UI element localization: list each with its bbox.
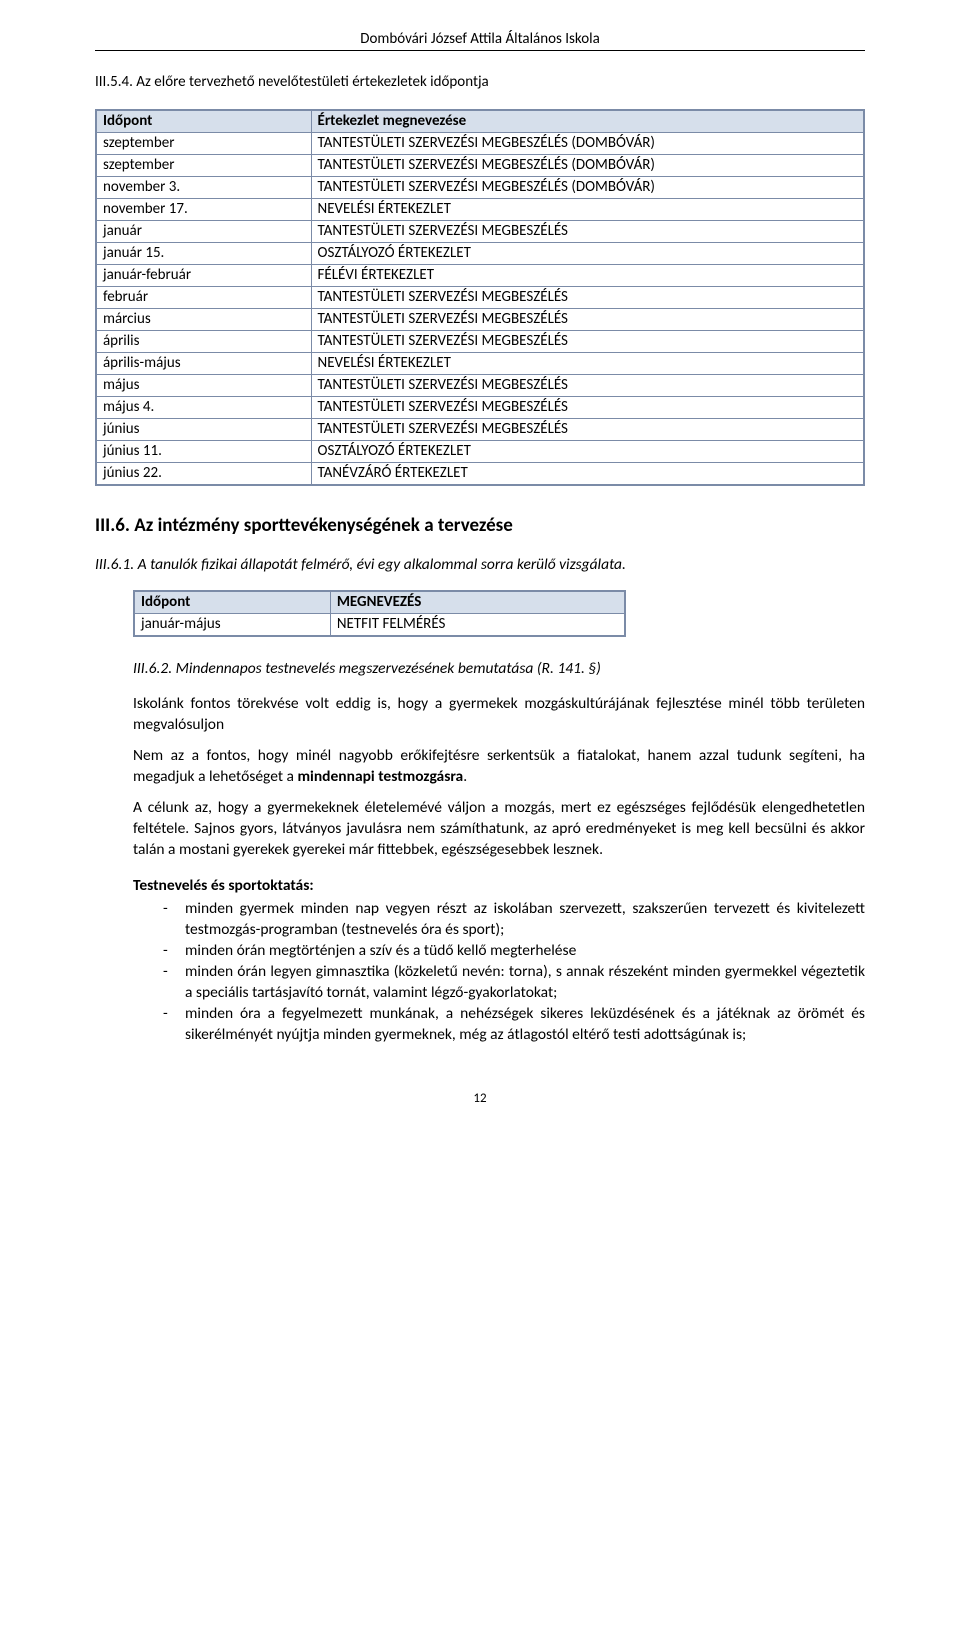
sport-heading: Testnevelés és sportoktatás:: [133, 876, 865, 895]
cell-date: április-május: [96, 353, 311, 375]
para-2-post: .: [463, 767, 467, 786]
cell-date: március: [96, 309, 311, 331]
sport-bullet-list: minden gyermek minden nap vegyen részt a…: [133, 899, 865, 1045]
page-header: Dombóvári József Attila Általános Iskola: [95, 30, 865, 51]
table-row: januárTANTESTÜLETI SZERVEZÉSI MEGBESZÉLÉ…: [96, 221, 864, 243]
section-6-2-heading: III.6.2. Mindennapos testnevelés megszer…: [133, 659, 865, 678]
table-row: május 4.TANTESTÜLETI SZERVEZÉSI MEGBESZÉ…: [96, 397, 864, 419]
document-page: Dombóvári József Attila Általános Iskola…: [0, 0, 960, 1146]
cell-date: június 22.: [96, 463, 311, 486]
cell-name: TANÉVZÁRÓ ÉRTEKEZLET: [311, 463, 864, 486]
cell-name: TANTESTÜLETI SZERVEZÉSI MEGBESZÉLÉS: [311, 221, 864, 243]
cell-date: február: [96, 287, 311, 309]
table-row: január-februárFÉLÉVI ÉRTEKEZLET: [96, 265, 864, 287]
cell-name: FÉLÉVI ÉRTEKEZLET: [311, 265, 864, 287]
table-row: júniusTANTESTÜLETI SZERVEZÉSI MEGBESZÉLÉ…: [96, 419, 864, 441]
table-row: szeptemberTANTESTÜLETI SZERVEZÉSI MEGBES…: [96, 155, 864, 177]
cell-name: TANTESTÜLETI SZERVEZÉSI MEGBESZÉLÉS (DOM…: [311, 133, 864, 155]
cell-name: TANTESTÜLETI SZERVEZÉSI MEGBESZÉLÉS (DOM…: [311, 155, 864, 177]
table-row: november 3.TANTESTÜLETI SZERVEZÉSI MEGBE…: [96, 177, 864, 199]
cell-date: január-február: [96, 265, 311, 287]
cell-name: OSZTÁLYOZÓ ÉRTEKEZLET: [311, 243, 864, 265]
cell-name: NEVELÉSI ÉRTEKEZLET: [311, 353, 864, 375]
table-row: június 11.OSZTÁLYOZÓ ÉRTEKEZLET: [96, 441, 864, 463]
cell-name: OSZTÁLYOZÓ ÉRTEKEZLET: [311, 441, 864, 463]
cell-date: szeptember: [96, 155, 311, 177]
table-row: áprilisTANTESTÜLETI SZERVEZÉSI MEGBESZÉL…: [96, 331, 864, 353]
netfit-date: január-május: [134, 614, 330, 637]
table-row: májusTANTESTÜLETI SZERVEZÉSI MEGBESZÉLÉS: [96, 375, 864, 397]
section-5-4-heading: III.5.4. Az előre tervezhető nevelőtestü…: [95, 73, 865, 91]
cell-name: TANTESTÜLETI SZERVEZÉSI MEGBESZÉLÉS: [311, 331, 864, 353]
para-1: Iskolánk fontos törekvése volt eddig is,…: [133, 694, 865, 736]
meetings-table: Időpont Értekezlet megnevezése szeptembe…: [95, 109, 865, 486]
table-row: január 15.OSZTÁLYOZÓ ÉRTEKEZLET: [96, 243, 864, 265]
col-header-megnevezes: Értekezlet megnevezése: [311, 110, 864, 133]
col-header-idopont: Időpont: [134, 591, 330, 614]
cell-name: TANTESTÜLETI SZERVEZÉSI MEGBESZÉLÉS (DOM…: [311, 177, 864, 199]
list-item: minden órán legyen gimnasztika (közkelet…: [133, 962, 865, 1004]
table-header-row: Időpont MEGNEVEZÉS: [134, 591, 625, 614]
cell-date: január: [96, 221, 311, 243]
table-row: november 17.NEVELÉSI ÉRTEKEZLET: [96, 199, 864, 221]
table-row: január-május NETFIT FELMÉRÉS: [134, 614, 625, 637]
netfit-name: NETFIT FELMÉRÉS: [330, 614, 624, 637]
netfit-table: Időpont MEGNEVEZÉS január-május NETFIT F…: [133, 590, 626, 637]
table-row: márciusTANTESTÜLETI SZERVEZÉSI MEGBESZÉL…: [96, 309, 864, 331]
table-row: április-májusNEVELÉSI ÉRTEKEZLET: [96, 353, 864, 375]
cell-date: szeptember: [96, 133, 311, 155]
para-3: A célunk az, hogy a gyermekeknek életele…: [133, 798, 865, 861]
section-6-1-heading: III.6.1. A tanulók fizikai állapotát fel…: [95, 555, 865, 574]
cell-date: április: [96, 331, 311, 353]
cell-date: június 11.: [96, 441, 311, 463]
list-item: minden gyermek minden nap vegyen részt a…: [133, 899, 865, 941]
list-item: minden óra a fegyelmezett munkának, a ne…: [133, 1004, 865, 1046]
cell-date: június: [96, 419, 311, 441]
table-header-row: Időpont Értekezlet megnevezése: [96, 110, 864, 133]
col-header-megnevezes: MEGNEVEZÉS: [330, 591, 624, 614]
page-number: 12: [95, 1091, 865, 1106]
cell-name: NEVELÉSI ÉRTEKEZLET: [311, 199, 864, 221]
table-row: június 22.TANÉVZÁRÓ ÉRTEKEZLET: [96, 463, 864, 486]
cell-name: TANTESTÜLETI SZERVEZÉSI MEGBESZÉLÉS: [311, 287, 864, 309]
para-2-pre: Nem az a fontos, hogy minél nagyobb erők…: [133, 746, 865, 786]
cell-date: január 15.: [96, 243, 311, 265]
cell-name: TANTESTÜLETI SZERVEZÉSI MEGBESZÉLÉS: [311, 309, 864, 331]
cell-date: november 17.: [96, 199, 311, 221]
cell-date: május 4.: [96, 397, 311, 419]
para-2: Nem az a fontos, hogy minél nagyobb erők…: [133, 746, 865, 788]
para-2-bold: mindennapi testmozgásra: [297, 767, 463, 786]
table-row: februárTANTESTÜLETI SZERVEZÉSI MEGBESZÉL…: [96, 287, 864, 309]
col-header-idopont: Időpont: [96, 110, 311, 133]
cell-name: TANTESTÜLETI SZERVEZÉSI MEGBESZÉLÉS: [311, 419, 864, 441]
cell-date: május: [96, 375, 311, 397]
cell-name: TANTESTÜLETI SZERVEZÉSI MEGBESZÉLÉS: [311, 397, 864, 419]
cell-date: november 3.: [96, 177, 311, 199]
list-item: minden órán megtörténjen a szív és a tüd…: [133, 941, 865, 962]
section-6-heading: III.6. Az intézmény sporttevékenységének…: [95, 514, 865, 537]
cell-name: TANTESTÜLETI SZERVEZÉSI MEGBESZÉLÉS: [311, 375, 864, 397]
table-row: szeptemberTANTESTÜLETI SZERVEZÉSI MEGBES…: [96, 133, 864, 155]
